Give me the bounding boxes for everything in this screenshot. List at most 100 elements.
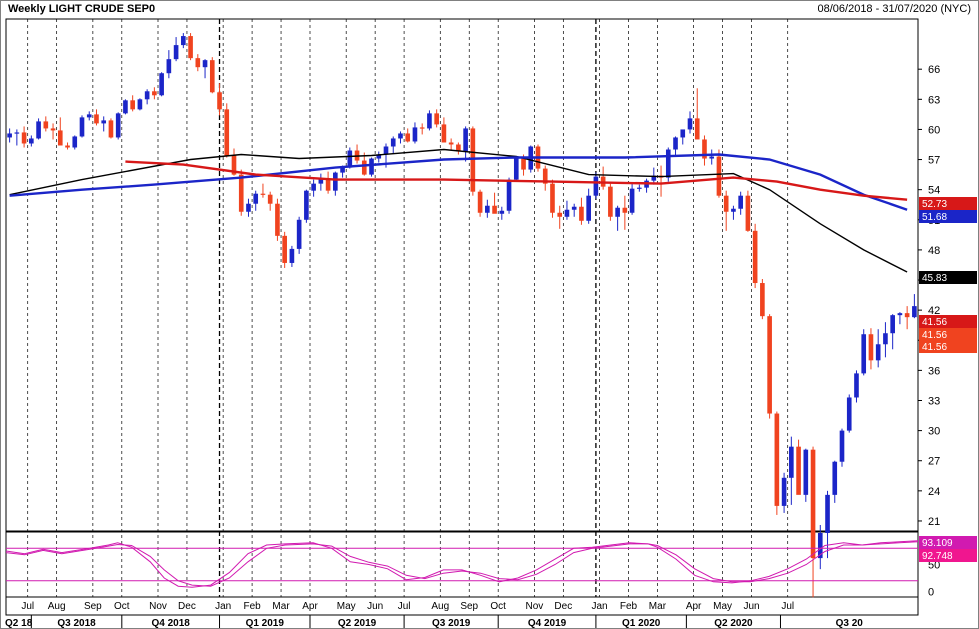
- candle-body: [65, 145, 70, 148]
- quarter-label: Q2 2020: [714, 618, 753, 629]
- quarter-label: Q2 18: [5, 618, 33, 629]
- candle-body: [723, 195, 729, 212]
- candle-body: [72, 136, 78, 148]
- candle-body: [680, 129, 686, 138]
- candle-body: [513, 157, 519, 180]
- candle-body: [340, 167, 345, 173]
- x-tick-label: Aug: [48, 601, 66, 612]
- y-tick-label: 57: [928, 155, 940, 167]
- candle-body: [716, 156, 722, 196]
- candle-body: [115, 113, 121, 138]
- x-tick-label: Nov: [149, 601, 167, 612]
- candle-body: [311, 183, 316, 191]
- candle-body: [289, 248, 295, 263]
- y-tick-label: 36: [928, 365, 940, 377]
- y-tick-label: 27: [928, 456, 940, 468]
- candle-body: [267, 194, 273, 204]
- candle-body: [412, 127, 418, 142]
- candle-body: [202, 60, 208, 68]
- candle-body: [318, 178, 324, 184]
- price-tag-label: 41.56: [922, 330, 947, 341]
- candle-body: [195, 58, 201, 68]
- candle-body: [673, 137, 678, 150]
- candle-body: [499, 210, 505, 214]
- candle-body: [803, 449, 809, 495]
- candle-body: [43, 121, 49, 129]
- candle-body: [477, 191, 483, 213]
- candle-body: [622, 207, 628, 213]
- y-tick-label: 63: [928, 94, 940, 106]
- y-tick-label: 42: [928, 305, 940, 317]
- candle-body: [159, 73, 164, 96]
- price-tag: [919, 315, 977, 328]
- quarter-label: Q1 2020: [622, 618, 661, 629]
- chart-title: Weekly LIGHT CRUDE SEP0: [8, 3, 156, 15]
- candle-body: [86, 114, 92, 118]
- candle-body: [217, 92, 222, 110]
- candle-body: [347, 150, 353, 168]
- candle-body: [181, 36, 186, 46]
- candle-body: [506, 179, 512, 211]
- x-axis-frame: [5, 596, 919, 616]
- candle-body: [376, 154, 382, 159]
- y-tick-label: 24: [928, 486, 940, 498]
- oscillator-tag: [919, 549, 977, 562]
- candle-body: [564, 209, 570, 217]
- candle-body: [854, 373, 859, 398]
- candle-body: [94, 114, 99, 124]
- quarter-label: Q4 2018: [151, 618, 190, 629]
- candle-body: [246, 203, 251, 212]
- price-tag: [919, 197, 977, 210]
- candle-body: [593, 176, 599, 196]
- price-tag-label: 41.56: [922, 342, 947, 353]
- candle-body: [550, 183, 555, 213]
- candle-body: [875, 344, 881, 361]
- candle-body: [188, 36, 193, 59]
- x-tick-label: Dec: [554, 601, 572, 612]
- candle-body: [209, 60, 215, 93]
- price-tag: [919, 210, 977, 223]
- candle-body: [14, 132, 20, 134]
- candle-body: [832, 461, 838, 495]
- candle-body: [29, 138, 34, 144]
- candle-body: [325, 178, 331, 191]
- candle-body: [608, 186, 613, 217]
- candle-body: [36, 121, 41, 139]
- candle-body: [253, 193, 259, 204]
- x-tick-label: Jul: [21, 601, 34, 612]
- price-tag: [919, 328, 977, 341]
- moving-average-blue: [9, 153, 908, 211]
- candle-body: [868, 334, 874, 361]
- price-tag-label: 45.83: [922, 273, 947, 284]
- candle-body: [890, 315, 895, 334]
- quarter-label: Q3 2019: [432, 618, 471, 629]
- y-tick-label: 60: [928, 124, 940, 136]
- candle-body: [912, 306, 917, 318]
- x-tick-label: Feb: [243, 601, 261, 612]
- candle-body: [694, 118, 700, 140]
- candle-body: [108, 120, 114, 138]
- candle-body: [123, 100, 128, 114]
- x-tick-label: Sep: [84, 601, 102, 612]
- x-tick-label: Jul: [398, 601, 411, 612]
- candle-body: [405, 133, 411, 142]
- candle-body: [687, 118, 693, 130]
- x-tick-label: Jun: [367, 601, 383, 612]
- candle-body: [789, 446, 794, 478]
- x-tick-label: Sep: [460, 601, 478, 612]
- x-tick-label: Jul: [781, 601, 794, 612]
- candle-body: [296, 219, 302, 249]
- candle-body: [79, 117, 85, 137]
- candle-body: [492, 205, 497, 214]
- price-tag-label: 41.56: [922, 317, 947, 328]
- y-tick-label: 48: [928, 245, 940, 257]
- candle-body: [846, 397, 852, 431]
- x-tick-label: Mar: [649, 601, 667, 612]
- x-tick-label: May: [337, 601, 356, 612]
- candle-body: [7, 133, 12, 138]
- candle-body: [904, 313, 910, 318]
- candle-body: [57, 130, 63, 146]
- candle-body: [557, 212, 563, 217]
- candle-body: [702, 139, 707, 159]
